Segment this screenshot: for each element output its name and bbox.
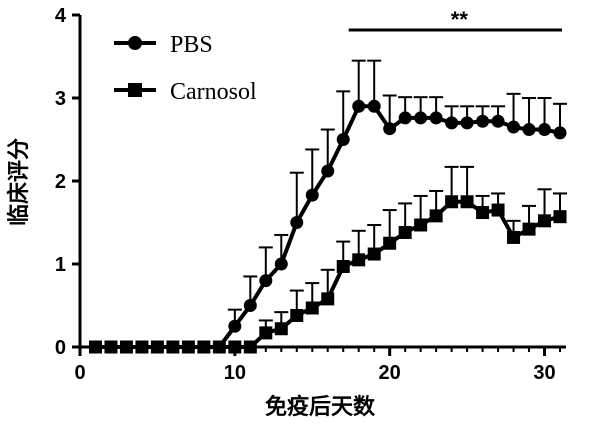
point-pbs <box>305 188 319 202</box>
point-pbs <box>243 299 257 312</box>
point-carnosol <box>367 247 381 261</box>
legend-label-carnosol: Carnosol <box>170 79 257 105</box>
point-pbs <box>383 122 397 136</box>
point-pbs <box>445 116 459 130</box>
point-carnosol <box>460 195 474 209</box>
point-carnosol <box>429 209 443 223</box>
point-carnosol <box>274 322 288 336</box>
legend-marker-carnosol <box>128 83 142 97</box>
point-carnosol <box>491 203 505 217</box>
point-carnosol <box>414 218 428 232</box>
point-pbs <box>274 257 288 271</box>
y-tick-label: 2 <box>55 171 66 193</box>
point-pbs <box>398 111 412 125</box>
legend-marker-pbs <box>128 36 142 50</box>
point-pbs <box>476 114 490 128</box>
point-pbs <box>507 120 521 134</box>
point-carnosol <box>383 236 397 250</box>
point-carnosol <box>553 210 567 224</box>
significance-label: ** <box>451 7 469 32</box>
y-tick-label: 3 <box>55 88 66 110</box>
point-carnosol <box>507 230 521 244</box>
legend: PBS Carnosol <box>114 32 257 105</box>
point-carnosol <box>321 292 335 306</box>
point-carnosol <box>445 195 459 209</box>
point-pbs <box>228 319 242 333</box>
point-carnosol <box>88 340 102 354</box>
point-carnosol <box>119 340 133 354</box>
point-pbs <box>259 274 273 288</box>
point-carnosol <box>197 340 211 354</box>
y-tick-label: 0 <box>55 337 66 359</box>
point-pbs <box>352 99 366 113</box>
point-pbs <box>553 126 567 140</box>
plot-area: 0 1 2 3 4 0 10 20 30 ** <box>55 5 567 384</box>
point-pbs <box>491 114 505 128</box>
point-carnosol <box>166 340 180 354</box>
point-carnosol <box>104 340 118 354</box>
point-carnosol <box>336 259 350 273</box>
point-pbs <box>321 164 335 178</box>
point-carnosol <box>352 253 366 267</box>
point-pbs <box>429 111 443 125</box>
point-carnosol <box>538 214 552 228</box>
point-carnosol <box>243 340 257 354</box>
point-pbs <box>367 99 381 113</box>
x-axis-title: 免疫后天数 <box>265 394 376 420</box>
point-carnosol <box>150 340 164 354</box>
x-tick-label: 0 <box>74 362 85 384</box>
point-carnosol <box>398 225 412 239</box>
point-pbs <box>290 216 304 229</box>
x-tick-label: 20 <box>379 362 401 384</box>
x-tick-label: 30 <box>533 362 555 384</box>
point-pbs <box>336 133 350 146</box>
point-pbs <box>538 123 552 137</box>
point-carnosol <box>212 340 226 354</box>
x-tick-label: 10 <box>224 362 246 384</box>
legend-label-pbs: PBS <box>170 32 213 58</box>
y-tick-label: 1 <box>55 254 66 276</box>
point-carnosol <box>181 340 195 354</box>
point-carnosol <box>135 340 149 354</box>
point-carnosol <box>259 326 273 340</box>
point-carnosol <box>228 340 242 354</box>
point-pbs <box>522 123 536 137</box>
y-axis-title: 临床评分 <box>6 138 32 226</box>
y-tick-label: 4 <box>55 5 67 27</box>
point-carnosol <box>522 222 536 236</box>
point-carnosol <box>290 308 304 322</box>
point-carnosol <box>476 206 490 220</box>
point-pbs <box>460 116 474 130</box>
point-pbs <box>414 111 428 125</box>
point-carnosol <box>305 301 319 315</box>
